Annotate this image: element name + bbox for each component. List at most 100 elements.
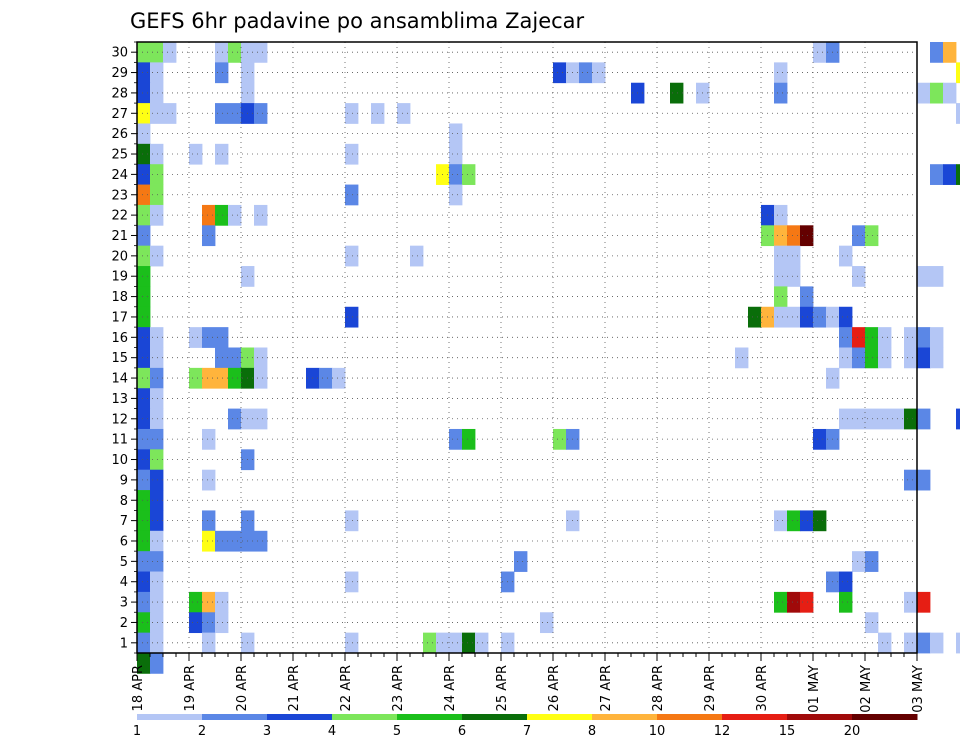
heatmap-cell [137,428,164,450]
heatmap-cell [917,82,931,104]
legend-swatch [267,714,333,720]
heatmap-cell [800,510,814,532]
heatmap-cell [137,184,151,206]
legend-swatch [332,714,398,720]
heatmap-cell [865,347,879,369]
heatmap-cell [592,62,606,84]
heatmap-cell [462,428,476,450]
legend-swatch [462,714,528,720]
heatmap-cell [150,82,164,104]
heatmap-cell [839,591,853,613]
y-tick-label: 26 [111,127,128,142]
y-tick-label: 8 [120,494,128,509]
heatmap-cell [150,388,164,409]
heatmap-cell [137,612,151,634]
heatmap-cell [189,612,203,634]
legend-label: 4 [328,724,336,739]
heatmap-cell [800,225,814,247]
heatmap-cell [254,103,268,124]
heatmap-cell [904,408,918,430]
heatmap-cell [137,123,151,145]
legend-label: 6 [458,724,466,739]
legend-label: 20 [844,724,861,739]
heatmap-cell [774,62,788,84]
heatmap-cell [150,612,164,634]
heatmap-cell [800,591,814,613]
heatmap-cell [137,530,151,552]
x-tick-label: 18 APR [131,665,146,711]
y-tick-label: 6 [120,534,128,549]
heatmap-cell [163,42,177,63]
heatmap-cell [202,204,216,226]
heatmap-cell [774,82,788,104]
heatmap-cell [735,347,749,369]
heatmap-cell [878,347,892,369]
heatmap-cell [254,367,268,389]
heatmap-cell [202,612,216,634]
heatmap-cell [137,347,151,369]
heatmap-cell [904,327,918,348]
heatmap-cell [137,306,151,328]
y-tick-label: 18 [111,290,128,305]
x-tick-label: 26 APR [547,665,562,711]
heatmap-cell [917,632,931,654]
heatmap-cell [956,103,960,124]
heatmap-cell [319,367,333,389]
y-tick-label: 22 [111,209,128,224]
heatmap-cell [553,428,567,450]
heatmap-cell [137,327,151,348]
y-tick-label: 5 [120,555,128,570]
heatmap-cell [839,327,853,348]
x-tick-label: 22 APR [339,665,354,711]
legend-swatch [722,714,788,720]
heatmap-cell [150,164,164,185]
heatmap-cell [150,143,164,165]
heatmap-cell [865,551,879,572]
heatmap-cell [774,591,788,613]
y-tick-label: 30 [111,46,128,61]
legend-swatch [787,714,853,720]
heatmap-cell [540,612,554,634]
heatmap-cell [215,530,268,552]
heatmap-cell [137,266,151,287]
heatmap-cell [137,82,151,104]
legend-label: 5 [393,724,401,739]
heatmap-cell [150,367,164,389]
heatmap-cell [345,571,359,593]
heatmap-cell [930,327,944,348]
heatmap-cell [462,632,476,654]
heatmap-cell [917,408,931,430]
heatmap-cell [345,184,359,206]
heatmap-cell [579,62,593,84]
heatmap-cell [150,62,164,84]
heatmap-cell [345,632,359,654]
heatmap-cell [800,306,814,328]
heatmap-cell [228,367,242,389]
x-tick-label: 29 APR [703,665,718,711]
heatmap-cell [917,327,931,348]
legend-label: 15 [779,724,796,739]
heatmap-cell [215,103,242,124]
heatmap-cell [410,245,424,267]
heatmap-cell [956,62,960,84]
y-tick-label: 4 [120,575,128,590]
heatmap-cell [839,571,853,593]
heatmap-cell [202,510,216,532]
heatmap-cell [137,490,151,511]
heatmap-cell [137,388,151,409]
heatmap-cell [150,591,164,613]
heatmap-cell [189,143,203,165]
heatmap-cell [215,347,242,369]
heatmap-cell [150,103,177,124]
heatmap-cell [254,204,268,226]
y-tick-label: 7 [120,514,128,529]
heatmap-cell [852,347,866,369]
legend-swatch [592,714,658,720]
heatmap-cell [787,225,801,247]
heatmap-cell [215,62,229,84]
y-tick-label: 16 [111,331,128,346]
heatmap-cell [202,469,216,491]
heatmap-cell [748,306,762,328]
heatmap-cell [956,164,960,185]
heatmap-cell [202,591,216,613]
